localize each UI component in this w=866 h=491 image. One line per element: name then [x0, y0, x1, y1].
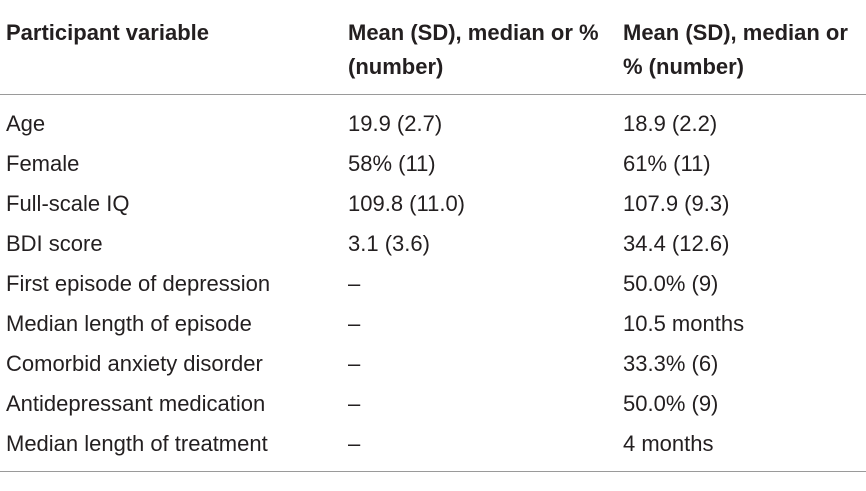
table-row: Antidepressant medication – 50.0% (9)	[0, 385, 866, 425]
row-label: Median length of treatment	[0, 425, 348, 472]
row-label: BDI score	[6, 231, 103, 256]
group-2-value: 61% (11)	[623, 151, 711, 176]
participant-characteristics-table: Participant variable Mean (SD), median o…	[0, 0, 866, 472]
header-participant-variable: Participant variable	[0, 0, 348, 95]
group-1-value: 109.8 (11.0)	[348, 191, 466, 216]
row-label: Full-scale IQ	[6, 191, 130, 216]
group-2-value: 18.9 (2.2)	[623, 111, 718, 136]
table-row: First episode of depression – 50.0% (9)	[0, 265, 866, 305]
row-label: Median length of episode	[6, 311, 252, 336]
group-2-value: 10.5 months	[623, 311, 745, 336]
group-2-value: 50.0% (9)	[623, 271, 719, 296]
row-label: Comorbid anxiety disorder	[6, 351, 263, 376]
row-label: Female	[6, 151, 80, 176]
group-1-value: 58% (11)	[348, 151, 436, 176]
table-row: Female 58% (11) 61% (11)	[0, 145, 866, 185]
group-1-value: –	[348, 351, 361, 376]
group-2-value: 4 months	[623, 425, 866, 472]
group-1-value: 3.1 (3.6)	[348, 231, 430, 256]
row-label: Antidepressant medication	[6, 391, 266, 416]
table-row: Median length of treatment – 4 months	[0, 425, 866, 472]
row-label: Age	[6, 111, 46, 136]
group-2-value: 107.9 (9.3)	[623, 191, 730, 216]
row-label: First episode of depression	[6, 271, 271, 296]
group-1-value: –	[348, 425, 623, 472]
group-1-value: –	[348, 391, 361, 416]
table-row: Full-scale IQ 109.8 (11.0) 107.9 (9.3)	[0, 185, 866, 225]
table-row: Median length of episode – 10.5 months	[0, 305, 866, 345]
header-group-1-stats: Mean (SD), median or % (number)	[348, 0, 623, 95]
group-2-value: 50.0% (9)	[623, 391, 719, 416]
header-group-2-stats: Mean (SD), median or % (number)	[623, 0, 866, 95]
table-header-row: Participant variable Mean (SD), median o…	[0, 0, 866, 95]
group-1-value: –	[348, 271, 361, 296]
table-row: Comorbid anxiety disorder – 33.3% (6)	[0, 345, 866, 385]
group-1-value: –	[348, 311, 361, 336]
group-1-value: 19.9 (2.7)	[348, 111, 443, 136]
table-row: Age 19.9 (2.7) 18.9 (2.2)	[0, 95, 866, 146]
group-2-value: 33.3% (6)	[623, 351, 719, 376]
table-row: BDI score 3.1 (3.6) 34.4 (12.6)	[0, 225, 866, 265]
group-2-value: 34.4 (12.6)	[623, 231, 730, 256]
